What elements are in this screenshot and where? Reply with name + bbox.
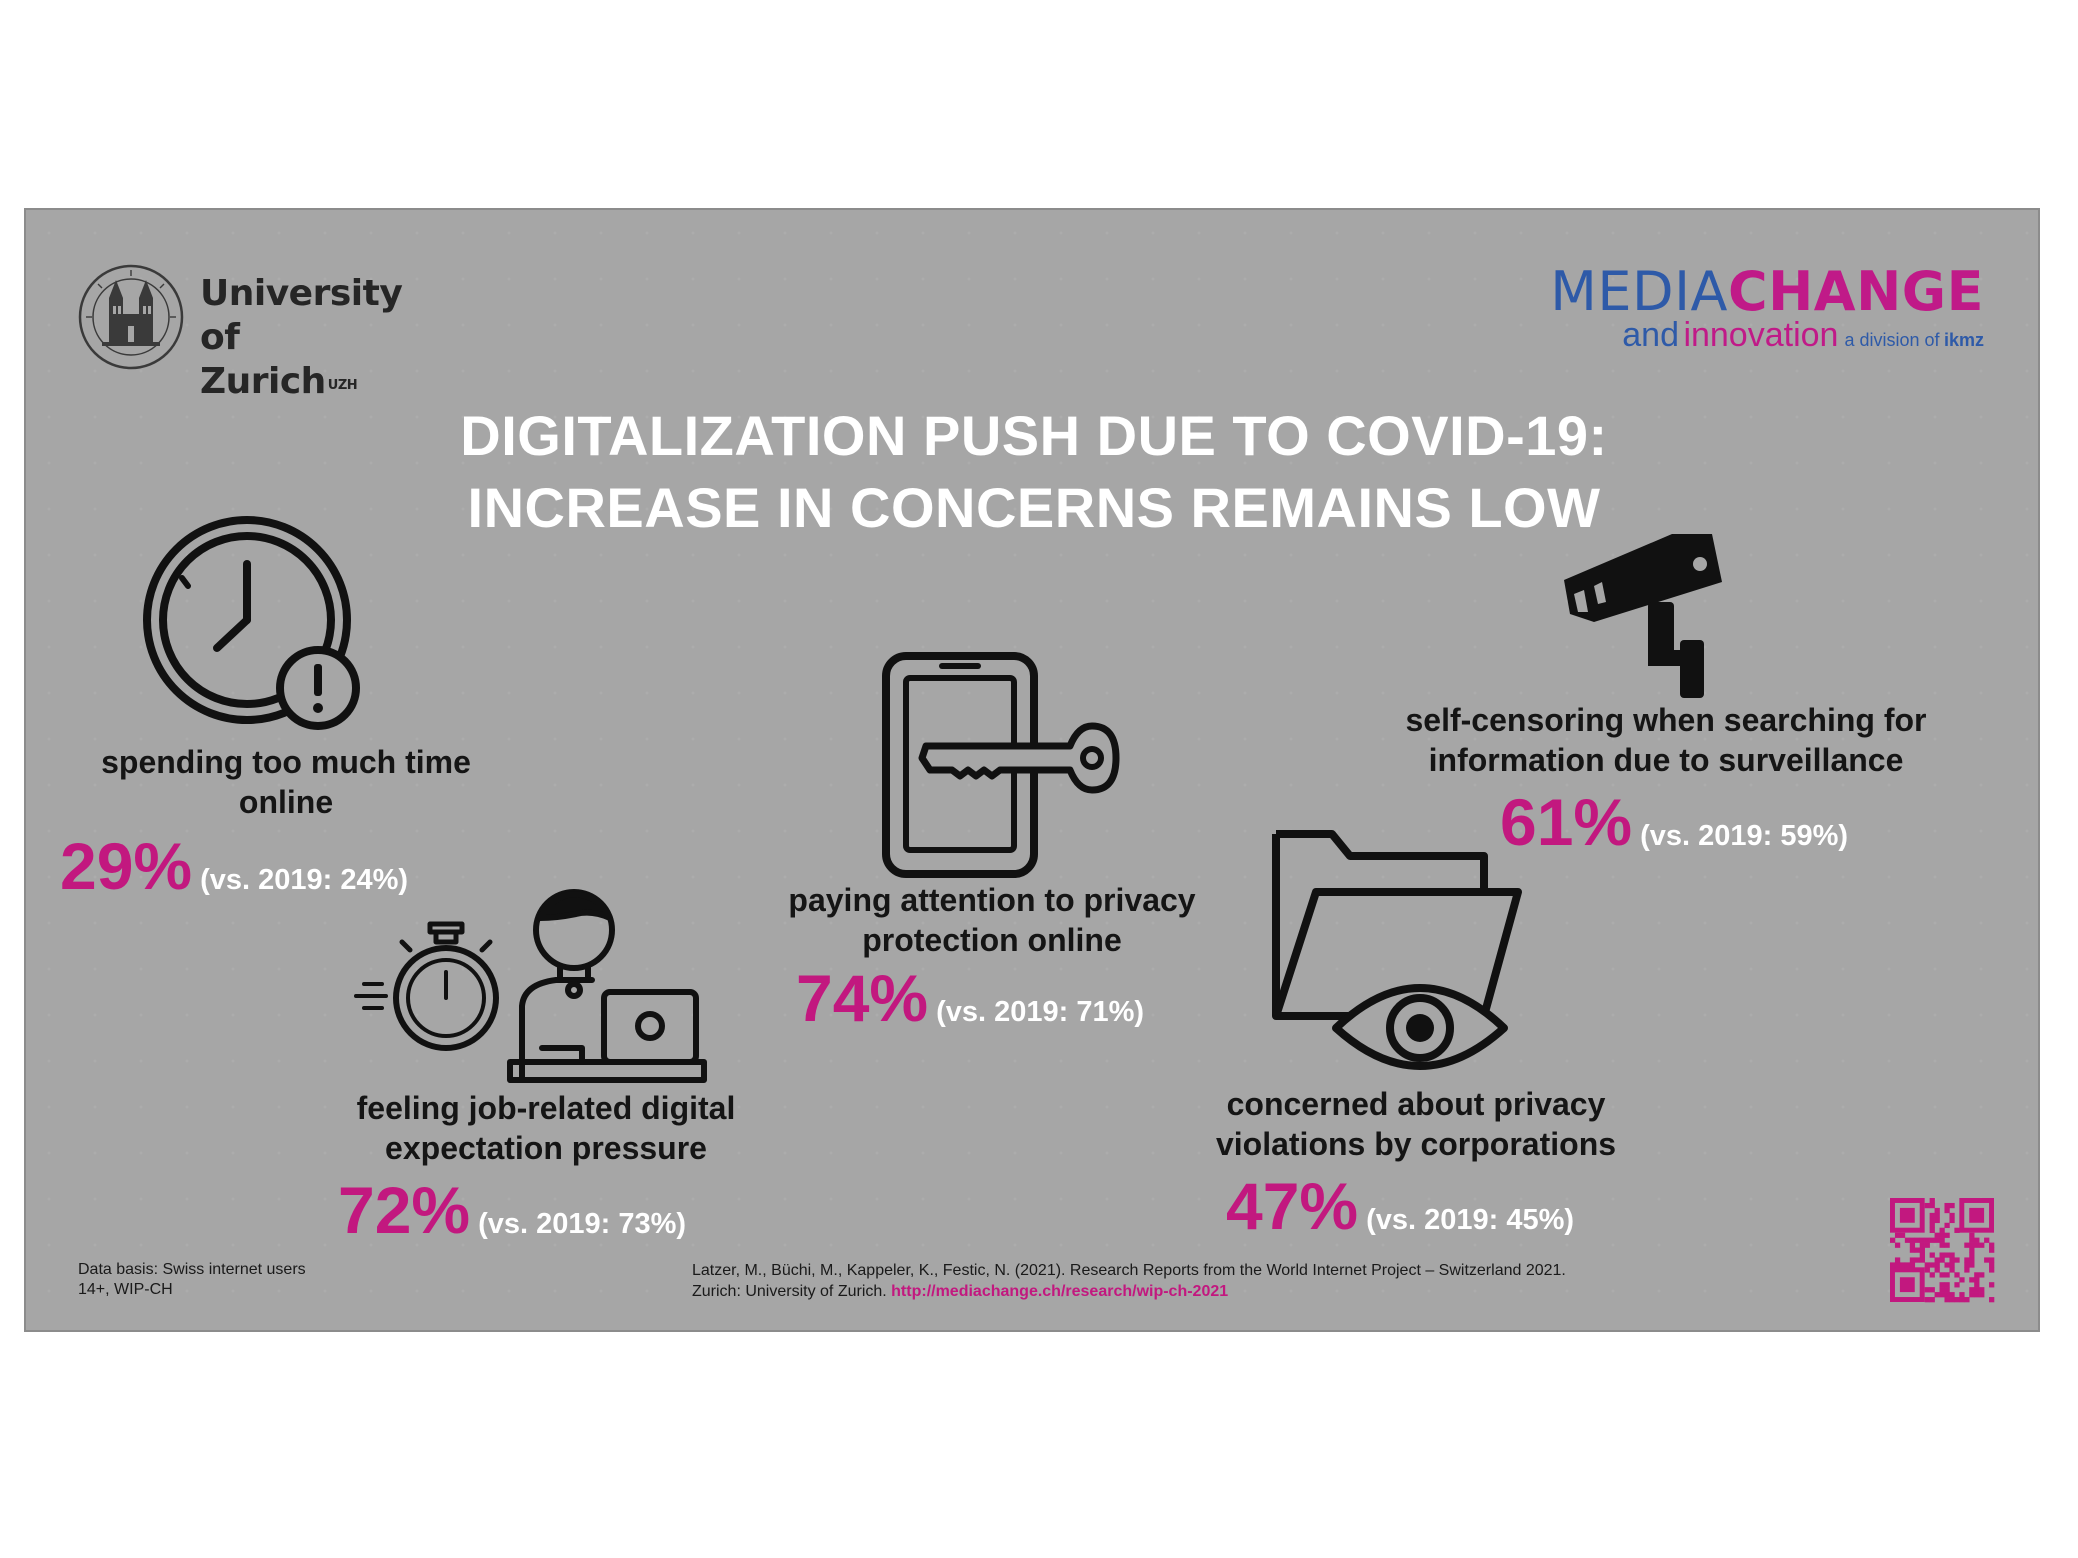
item-label-job-pressure: feeling job-related digital expectation … [326, 1088, 766, 1168]
logo-and-text: and [1622, 316, 1679, 354]
stat-privacy-violations: 47% (vs. 2019: 45%) [1226, 1168, 1574, 1244]
uzh-seal-icon [78, 264, 184, 370]
page-title: DIGITALIZATION PUSH DUE TO COVID-19: INC… [26, 400, 2042, 544]
stat-comparison: (vs. 2019: 59%) [1640, 820, 1849, 852]
title-line1: DIGITALIZATION PUSH DUE TO COVID-19: [460, 404, 1608, 467]
uzh-abbrev: UZH [327, 378, 358, 393]
clock-warning-icon [143, 516, 360, 730]
stat-job-pressure: 72% (vs. 2019: 73%) [338, 1172, 686, 1248]
item-label-line1: self-censoring when searching for [1405, 702, 1927, 738]
item-label-privacy-protection: paying attention to privacy protection o… [762, 880, 1222, 960]
stat-percent: 47% [1226, 1169, 1359, 1243]
stat-percent: 29% [60, 829, 193, 903]
infographic-slide: University of Zurich UZH MEDIACHANGE and … [24, 208, 2040, 1332]
folder-eye-icon [1272, 830, 1522, 1070]
item-label-line2: expectation pressure [385, 1130, 707, 1166]
item-label-line2: violations by corporations [1215, 1126, 1617, 1162]
stat-percent: 72% [338, 1173, 471, 1247]
logo-division-text: a division of [1844, 330, 1940, 350]
citation: Latzer, M., Büchi, M., Kappeler, K., Fes… [692, 1260, 1566, 1302]
logo-ikmz-text: ikmz [1943, 330, 1984, 350]
item-label-self-censoring: self-censoring when searching for inform… [1396, 700, 1936, 780]
stat-time-online: 29% (vs. 2019: 24%) [60, 828, 408, 904]
stat-self-censoring: 61% (vs. 2019: 59%) [1500, 784, 1848, 860]
stat-comparison: (vs. 2019: 73%) [478, 1208, 687, 1240]
mediachange-logo: MEDIACHANGE and innovation a division of … [1550, 264, 1984, 355]
item-label-line2: information due to surveillance [1428, 742, 1904, 778]
phone-key-icon [882, 652, 1120, 878]
stat-comparison: (vs. 2019: 24%) [200, 864, 409, 896]
data-basis-line2: 14+, WIP-CH [78, 1281, 173, 1298]
logo-media-text: MEDIA [1550, 260, 1728, 323]
qr-code-icon[interactable] [1890, 1198, 1995, 1303]
data-basis-note: Data basis: Swiss internet users 14+, WI… [78, 1260, 306, 1300]
citation-line1: Latzer, M., Büchi, M., Kappeler, K., Fes… [692, 1262, 1566, 1279]
item-label-line2: protection online [862, 922, 1122, 958]
item-label-line1: feeling job-related digital [356, 1090, 736, 1126]
item-label-time-online: spending too much time online [46, 742, 526, 822]
stat-comparison: (vs. 2019: 45%) [1366, 1204, 1575, 1236]
stat-percent: 61% [1500, 785, 1633, 859]
logo-change-text: CHANGE [1727, 260, 1984, 323]
stat-comparison: (vs. 2019: 71%) [936, 996, 1145, 1028]
stat-percent: 74% [796, 961, 929, 1035]
uzh-name-line2: Zurich [200, 361, 326, 402]
item-label-line1: concerned about privacy [1226, 1086, 1606, 1122]
stopwatch-laptop-worker-icon [354, 889, 707, 1083]
surveillance-camera-icon [1564, 534, 1722, 698]
citation-link[interactable]: http://mediachange.ch/research/wip-ch-20… [891, 1283, 1229, 1300]
item-label-line2: online [238, 784, 334, 820]
citation-line2: Zurich: University of Zurich. [692, 1283, 892, 1300]
item-label-line1: spending too much time [101, 744, 471, 780]
item-label-privacy-violations: concerned about privacy violations by co… [1186, 1084, 1646, 1164]
uzh-wordmark: University of Zurich UZH [200, 272, 436, 404]
stat-privacy-protection: 74% (vs. 2019: 71%) [796, 960, 1144, 1036]
uzh-name-line1: University of [200, 273, 403, 358]
logo-innovation-text: innovation [1683, 316, 1839, 354]
uzh-logo: University of Zurich UZH [76, 262, 436, 402]
item-label-line1: paying attention to privacy [788, 882, 1196, 918]
title-line2: INCREASE IN CONCERNS REMAINS LOW [467, 476, 1601, 539]
data-basis-line1: Data basis: Swiss internet users [78, 1261, 306, 1278]
